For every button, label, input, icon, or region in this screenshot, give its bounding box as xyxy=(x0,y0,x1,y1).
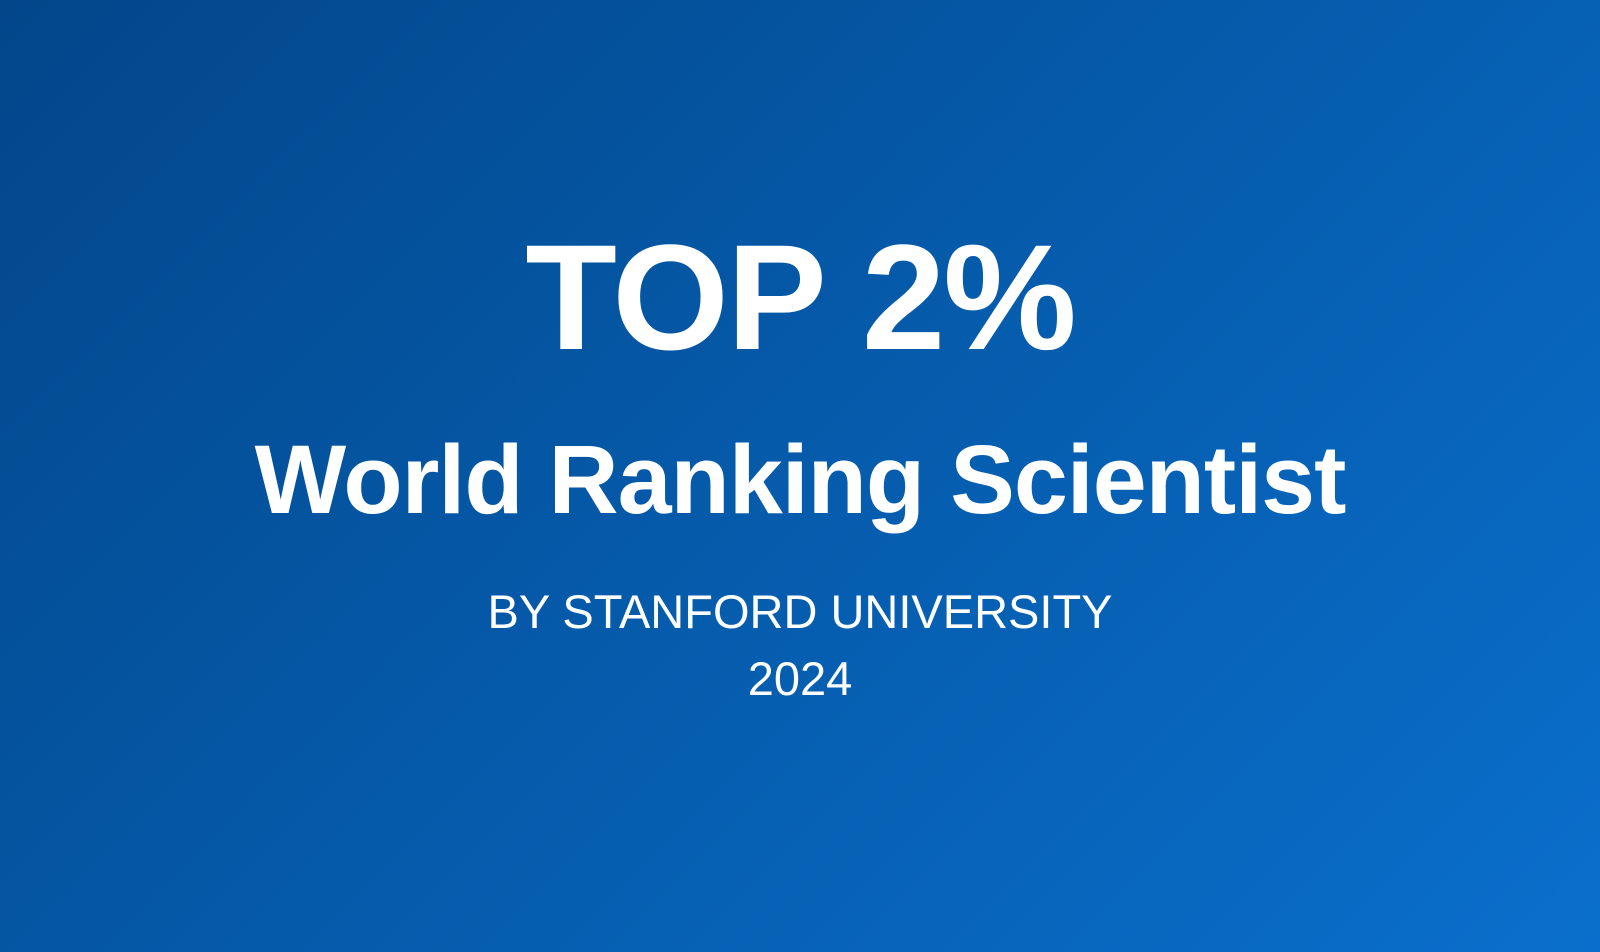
organization-label: BY STANFORD UNIVERSITY xyxy=(487,585,1113,638)
year-label: 2024 xyxy=(747,652,853,705)
headline: TOP 2% xyxy=(525,213,1076,381)
subtitle: World Ranking Scientist xyxy=(254,425,1347,534)
